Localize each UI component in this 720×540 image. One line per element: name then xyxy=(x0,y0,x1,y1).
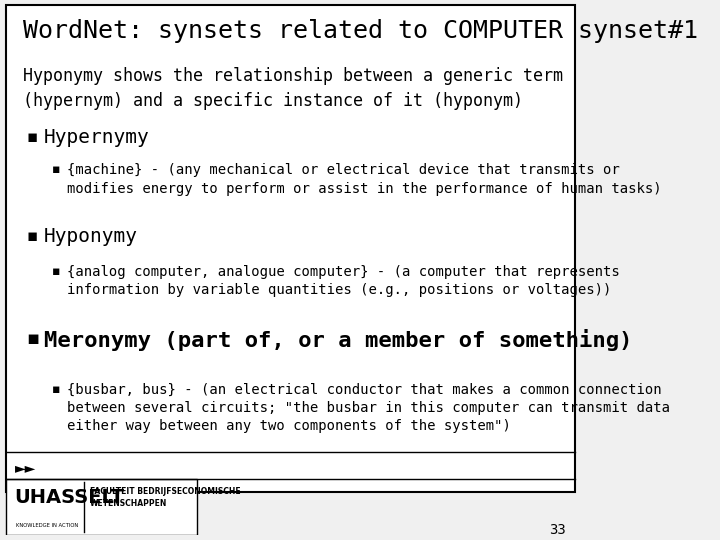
Text: Hyponymy shows the relationship between a generic term
(hypernym) and a specific: Hyponymy shows the relationship between … xyxy=(23,67,563,110)
Text: FACULTEIT BEDRIJFSECONOMISCHE
WETENSCHAPPEN: FACULTEIT BEDRIJFSECONOMISCHE WETENSCHAP… xyxy=(90,487,240,509)
Text: 33: 33 xyxy=(549,523,566,537)
Text: Hyponymy: Hyponymy xyxy=(43,227,138,246)
Text: ▪: ▪ xyxy=(26,329,40,348)
Text: ▪: ▪ xyxy=(53,265,60,278)
Text: Hypernymy: Hypernymy xyxy=(43,129,149,147)
Text: {analog computer, analogue computer} - (a computer that represents
information b: {analog computer, analogue computer} - (… xyxy=(67,265,619,298)
FancyBboxPatch shape xyxy=(6,5,575,492)
Text: ▪: ▪ xyxy=(26,129,37,146)
Text: UHASSELT: UHASSELT xyxy=(14,488,125,507)
Text: ►►: ►► xyxy=(14,461,36,475)
Text: KNOWLEDGE IN ACTION: KNOWLEDGE IN ACTION xyxy=(17,523,78,528)
Text: ▪: ▪ xyxy=(26,227,37,246)
Text: {busbar, bus} - (an electrical conductor that makes a common connection
between : {busbar, bus} - (an electrical conductor… xyxy=(67,383,670,434)
Text: ▪: ▪ xyxy=(53,163,60,176)
FancyBboxPatch shape xyxy=(6,479,197,535)
Text: {machine} - (any mechanical or electrical device that transmits or
modifies ener: {machine} - (any mechanical or electrica… xyxy=(67,163,662,195)
Text: Meronymy (part of, or a member of something): Meronymy (part of, or a member of someth… xyxy=(43,329,632,351)
Text: ▪: ▪ xyxy=(53,383,60,396)
Text: WordNet: synsets related to COMPUTER synset#1: WordNet: synsets related to COMPUTER syn… xyxy=(23,19,698,43)
